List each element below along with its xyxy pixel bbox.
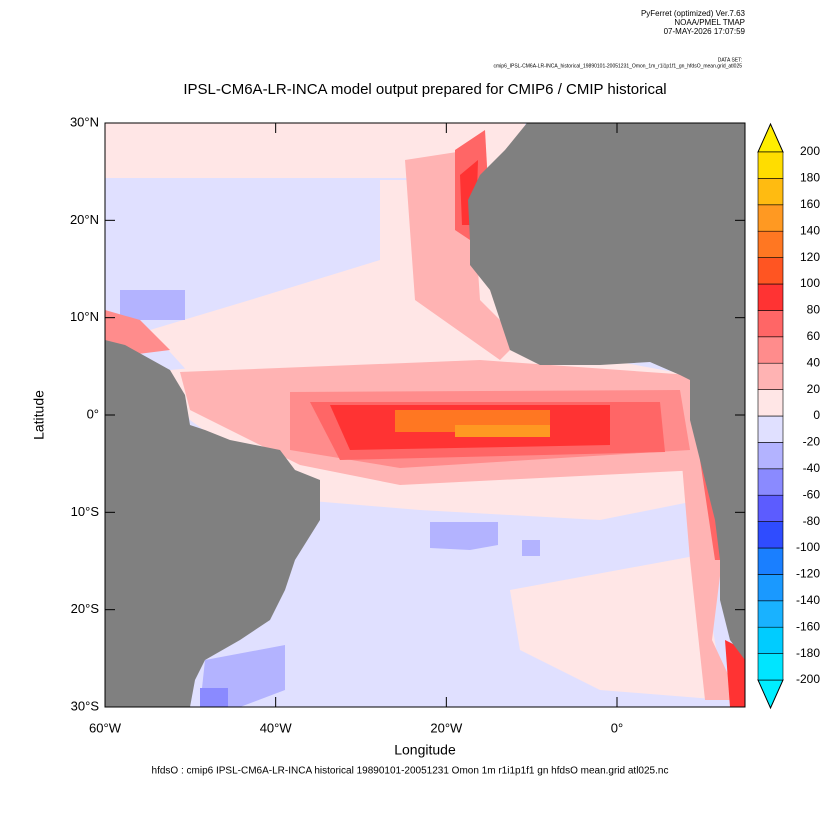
field-region [430, 522, 498, 550]
y-tick-label: 10°S [71, 504, 100, 519]
colorbar-label: 180 [800, 171, 820, 185]
colorbar-bin [757, 178, 784, 206]
colorbar-bin [757, 442, 784, 470]
colorbar-label: 40 [807, 355, 821, 369]
colorbar-extend [757, 679, 784, 710]
colorbar-bin [757, 204, 784, 232]
y-tick-label: 20°N [70, 212, 99, 227]
colorbar-label: -180 [796, 646, 820, 660]
dataset-label: DATA SET: [718, 57, 742, 63]
colorbar-bin [757, 310, 784, 338]
colorbar-bin [757, 389, 784, 417]
colorbar-label: 160 [800, 197, 820, 211]
chart-title: IPSL-CM6A-LR-INCA model output prepared … [183, 81, 666, 98]
colorbar-bin [757, 283, 784, 311]
colorbar-label: -60 [803, 487, 821, 501]
x-tick-label: 0° [611, 720, 623, 735]
colorbar-label: -160 [796, 619, 820, 633]
land [468, 123, 745, 660]
colorbar-bin [757, 468, 784, 496]
y-tick-label: 20°S [71, 601, 100, 616]
colorbar-label: -20 [803, 435, 821, 449]
header-line: NOAA/PMEL TMAP [674, 18, 745, 27]
field-region [680, 440, 740, 700]
colorbar-bin [757, 653, 784, 681]
land [105, 340, 320, 707]
field-region [120, 290, 185, 320]
colorbar-bin [757, 626, 784, 654]
header-line: PyFerret (optimized) Ver.7.63 [641, 9, 746, 18]
colorbar-label: 80 [807, 303, 821, 317]
y-axis-label: Latitude [31, 390, 47, 440]
colorbar-extend [757, 122, 784, 153]
colorbar-label: 60 [807, 329, 821, 343]
field-region [725, 640, 745, 707]
field-region [405, 150, 520, 360]
y-tick-label: 30°S [71, 698, 100, 713]
map-field [104, 122, 746, 708]
colorbar-label: 0 [813, 408, 820, 422]
colorbar-label: -40 [803, 461, 821, 475]
colorbar-bin [757, 521, 784, 549]
colorbar-label: 120 [800, 250, 820, 264]
colorbar-label: 140 [800, 223, 820, 237]
field-region [200, 688, 228, 707]
x-tick-label: 60°W [89, 720, 122, 735]
colorbar-label: -100 [796, 540, 820, 554]
colorbar-bin [757, 600, 784, 628]
y-tick-label: 30°N [70, 114, 99, 129]
colorbar-bin [757, 230, 784, 258]
field-region [522, 540, 540, 556]
colorbar-bin [757, 151, 784, 179]
y-tick-label: 0° [87, 406, 99, 421]
colorbar-bin [757, 547, 784, 575]
field-region [455, 425, 550, 437]
colorbar-label: 100 [800, 276, 820, 290]
field-region [105, 310, 170, 355]
colorbar-bin [757, 494, 784, 522]
colorbar-bin [757, 362, 784, 390]
footer: hfdsO : cmip6 IPSL-CM6A-LR-INCA historic… [152, 766, 669, 777]
colorbar-label: -140 [796, 593, 820, 607]
colorbar-label: -120 [796, 567, 820, 581]
colorbar-label: 20 [807, 382, 821, 396]
field-region [510, 555, 725, 700]
x-axis-label: Longitude [394, 742, 456, 758]
dataset-name: cmip6_IPSL-CM6A-LR-INCA_historical_19890… [494, 63, 743, 69]
y-tick-label: 10°N [70, 309, 99, 324]
x-tick-label: 20°W [430, 720, 463, 735]
colorbar-bin [757, 257, 784, 285]
header-line: 07-MAY-2026 17:07:59 [664, 27, 746, 36]
x-tick-label: 40°W [260, 720, 293, 735]
colorbar-label: 200 [800, 144, 820, 158]
colorbar-bin [757, 574, 784, 602]
colorbar-label: -80 [803, 514, 821, 528]
colorbar-bin [757, 415, 784, 443]
colorbar-label: -200 [796, 672, 820, 686]
colorbar-bin [757, 336, 784, 364]
